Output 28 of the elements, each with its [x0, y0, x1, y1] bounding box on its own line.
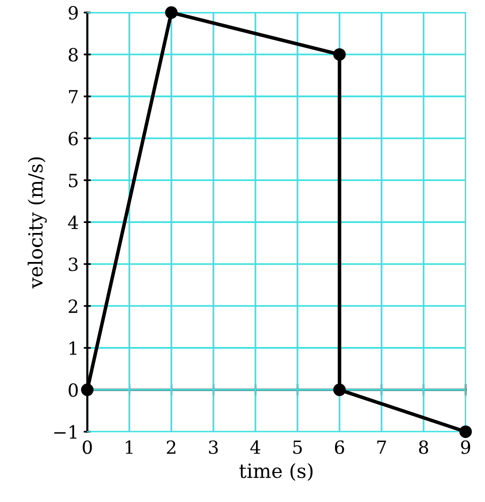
- x-tick-label: 7: [377, 440, 386, 454]
- x-tick-label: 9: [460, 440, 470, 454]
- x-tick-label: 4: [250, 440, 260, 454]
- x-tick-label: 6: [334, 440, 344, 454]
- x-tick-label: 3: [209, 440, 218, 454]
- point: [333, 384, 346, 396]
- point: [333, 48, 346, 61]
- x-tick-label: 2: [166, 440, 176, 454]
- y-tick-label: 7: [68, 90, 78, 104]
- y-tick-label: 2: [68, 299, 78, 313]
- point: [81, 384, 94, 396]
- y-tick-label: 1: [70, 341, 76, 355]
- point: [165, 6, 178, 19]
- y-axis-title: velocity (m/s): [28, 157, 47, 289]
- y-tick-label: 0: [68, 383, 78, 397]
- x-tick-label: 1: [126, 440, 133, 454]
- point: [459, 425, 472, 438]
- y-tick-label: 5: [69, 174, 78, 188]
- y-tick-label: 3: [68, 258, 78, 272]
- y-tick-label: 8: [68, 48, 78, 62]
- y-tick-label: −1: [54, 425, 76, 439]
- y-tick-label: 9: [68, 6, 78, 20]
- y-tick-label: 6: [68, 132, 78, 146]
- y-tick-label: 4: [68, 216, 78, 229]
- x-axis-title: time (s): [239, 463, 313, 481]
- x-tick-label: 5: [293, 440, 302, 454]
- x-tick-label: 8: [419, 440, 428, 454]
- x-tick-label: 0: [82, 440, 92, 454]
